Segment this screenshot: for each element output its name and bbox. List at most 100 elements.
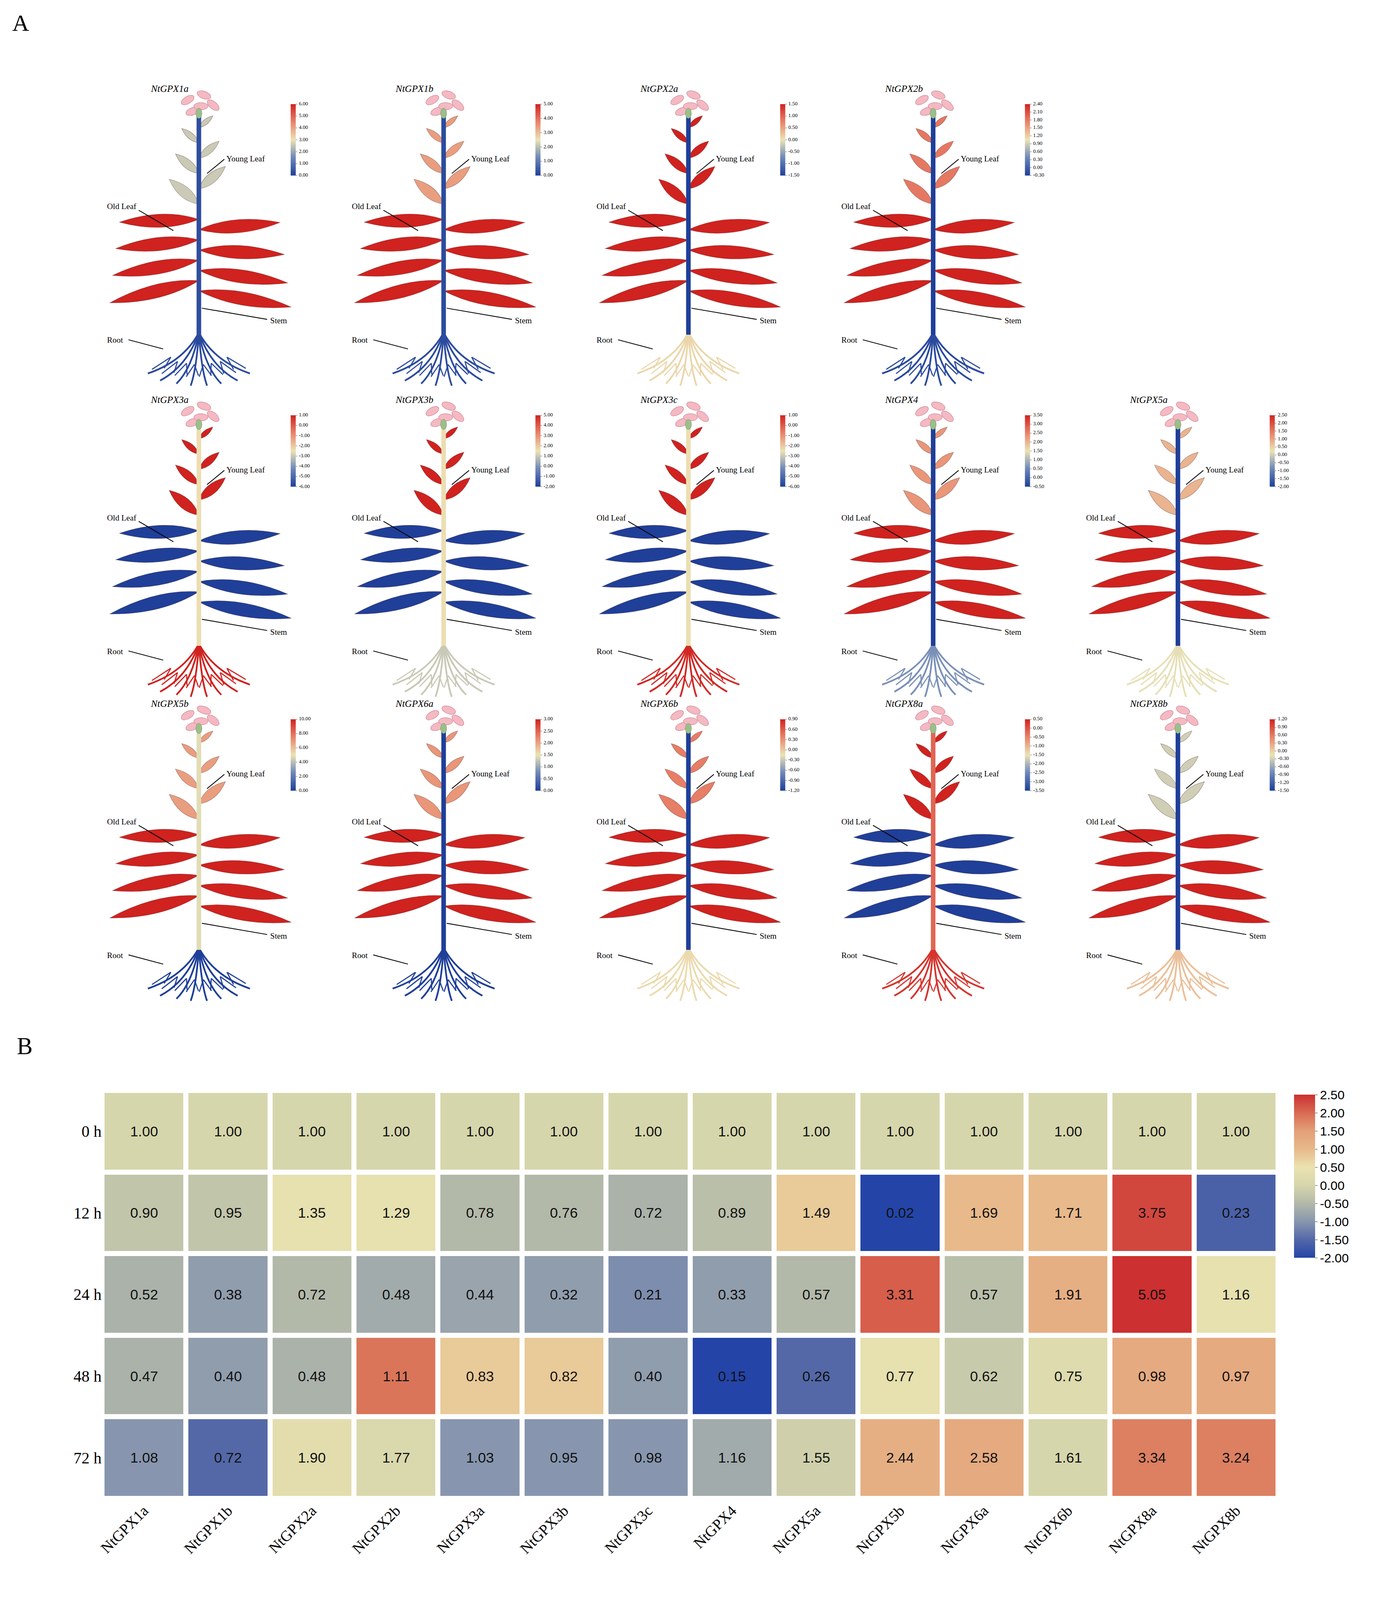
svg-text:0.33: 0.33 [718,1286,746,1303]
svg-text:1.00: 1.00 [549,1122,578,1139]
svg-text:Stem: Stem [1249,627,1267,637]
svg-text:Young Leaf: Young Leaf [715,154,755,164]
svg-text:Young Leaf: Young Leaf [960,465,1000,475]
svg-text:0.97: 0.97 [1221,1367,1250,1384]
svg-text:0.21: 0.21 [634,1286,662,1303]
svg-text:-1.00: -1.00 [788,160,800,167]
svg-text:NtGPX1a: NtGPX1a [97,1501,152,1557]
svg-text:2.50: 2.50 [543,727,553,734]
svg-text:0.62: 0.62 [969,1367,998,1384]
svg-text:0.00: 0.00 [1278,747,1288,754]
svg-text:1.00: 1.00 [382,1122,410,1139]
svg-text:2.00: 2.00 [543,442,553,449]
svg-text:1.35: 1.35 [297,1204,326,1221]
svg-text:-1.50: -1.50 [1033,751,1045,758]
svg-text:-1.50: -1.50 [1278,787,1289,794]
svg-text:0.50: 0.50 [543,775,553,782]
svg-text:1.11: 1.11 [382,1367,410,1384]
svg-text:2.50: 2.50 [1278,411,1288,418]
svg-text:12 h: 12 h [73,1203,102,1222]
svg-text:0.82: 0.82 [549,1367,578,1384]
svg-text:1.50: 1.50 [1033,124,1043,131]
svg-text:0.75: 0.75 [1054,1367,1083,1384]
svg-text:2.00: 2.00 [543,739,553,746]
svg-text:1.16: 1.16 [1221,1286,1250,1303]
svg-text:1.77: 1.77 [382,1449,410,1466]
svg-text:NtGPX4: NtGPX4 [884,394,919,405]
svg-text:0.48: 0.48 [297,1367,326,1384]
svg-text:1.00: 1.00 [1221,1122,1250,1139]
svg-text:-2.00: -2.00 [1278,483,1289,490]
svg-text:Young Leaf: Young Leaf [960,154,1000,164]
svg-text:5.00: 5.00 [543,411,553,418]
svg-text:1.00: 1.00 [634,1122,662,1139]
svg-text:1.80: 1.80 [1033,116,1043,123]
svg-text:0.00: 0.00 [543,787,553,794]
svg-text:Old Leaf: Old Leaf [107,201,137,211]
svg-text:24 h: 24 h [73,1285,102,1303]
svg-text:-2.00: -2.00 [543,483,555,490]
svg-text:NtGPX6a: NtGPX6a [937,1501,992,1557]
svg-text:0.40: 0.40 [634,1367,662,1384]
svg-text:0.00: 0.00 [788,421,798,428]
svg-text:2.00: 2.00 [543,143,553,150]
svg-text:1.00: 1.00 [298,411,309,418]
svg-text:0.00: 0.00 [1033,164,1043,171]
svg-text:NtGPX6b: NtGPX6b [1020,1501,1076,1557]
svg-text:Stem: Stem [514,316,532,325]
svg-text:NtGPX5b: NtGPX5b [852,1501,908,1557]
svg-text:0.47: 0.47 [130,1367,159,1384]
svg-text:A: A [12,9,30,36]
svg-text:Stem: Stem [270,316,287,325]
svg-text:-0.50: -0.50 [1033,733,1045,740]
svg-text:5.00: 5.00 [298,112,309,119]
svg-text:NtGPX6a: NtGPX6a [395,698,434,709]
svg-text:0.02: 0.02 [886,1204,914,1221]
svg-text:0.50: 0.50 [1320,1160,1345,1174]
svg-text:0.00: 0.00 [1278,451,1288,458]
svg-text:0.50: 0.50 [1033,465,1043,472]
svg-text:Root: Root [351,646,368,656]
svg-text:-2.00: -2.00 [788,442,800,449]
svg-text:0.72: 0.72 [297,1286,326,1303]
svg-text:1.20: 1.20 [1033,132,1043,139]
svg-text:NtGPX8b: NtGPX8b [1129,698,1168,709]
svg-text:Stem: Stem [270,627,287,637]
svg-text:0.30: 0.30 [788,736,798,743]
svg-text:Young Leaf: Young Leaf [471,154,510,164]
svg-text:2.00: 2.00 [1320,1105,1345,1120]
svg-text:Stem: Stem [759,931,777,941]
svg-text:1.00: 1.00 [130,1122,159,1139]
svg-text:-4.00: -4.00 [788,462,800,469]
svg-text:NtGPX3c: NtGPX3c [640,394,678,405]
svg-text:-1.20: -1.20 [788,787,800,794]
svg-text:10.00: 10.00 [298,715,311,722]
svg-text:72 h: 72 h [73,1448,102,1467]
svg-text:Old Leaf: Old Leaf [351,817,382,826]
svg-text:Root: Root [841,335,858,345]
svg-text:1.00: 1.00 [1320,1141,1345,1156]
svg-text:1.55: 1.55 [802,1449,831,1466]
svg-text:Old Leaf: Old Leaf [596,201,627,211]
svg-text:-0.30: -0.30 [788,756,800,763]
svg-text:0.40: 0.40 [214,1367,242,1384]
svg-text:1.50: 1.50 [1278,427,1288,434]
svg-text:-0.90: -0.90 [788,777,800,783]
svg-text:2.00: 2.00 [1033,438,1043,445]
svg-text:2.00: 2.00 [298,772,309,779]
svg-text:-3.50: -3.50 [1033,787,1045,794]
svg-text:3.34: 3.34 [1138,1449,1166,1466]
svg-text:Stem: Stem [514,931,532,941]
svg-text:Old Leaf: Old Leaf [351,513,382,523]
svg-text:-2.00: -2.00 [1033,760,1045,767]
svg-text:-1.00: -1.00 [1320,1214,1349,1229]
svg-text:Root: Root [107,335,124,345]
svg-text:NtGPX1b: NtGPX1b [180,1501,236,1557]
svg-text:Young Leaf: Young Leaf [226,769,266,778]
svg-text:1.00: 1.00 [1054,1122,1083,1139]
svg-text:1.50: 1.50 [1033,447,1043,454]
svg-text:-0.50: -0.50 [788,148,800,155]
svg-text:3.50: 3.50 [1033,411,1043,418]
svg-text:Root: Root [596,335,613,345]
svg-text:1.08: 1.08 [130,1449,159,1466]
